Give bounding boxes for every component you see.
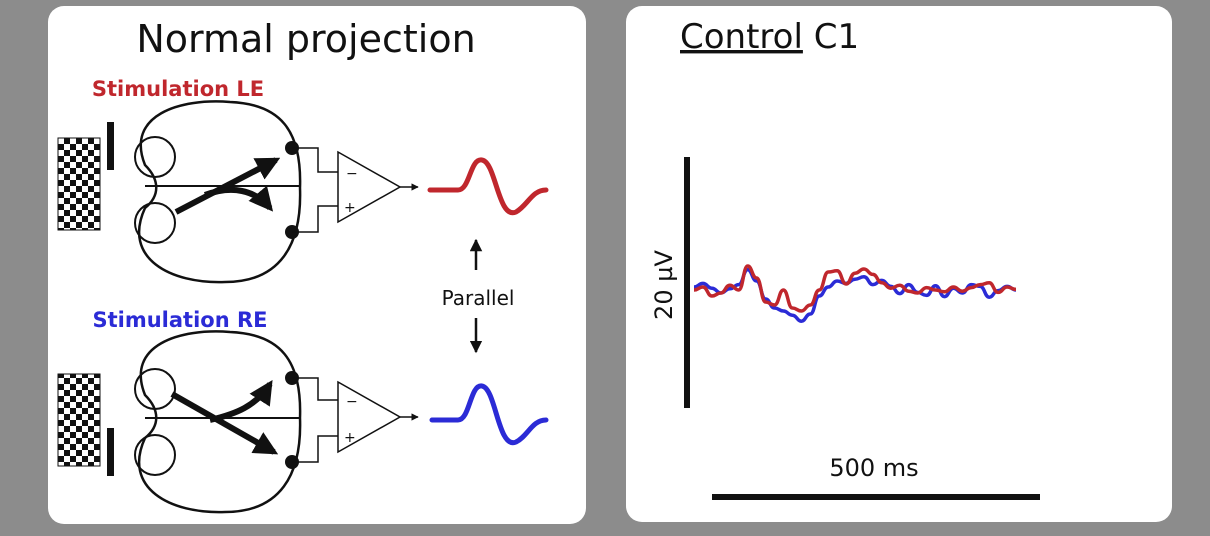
checkerboard-stimulus-le [57,137,101,231]
stimulation-re-label: Stimulation RE [92,308,267,332]
wire-bottom-re [292,435,338,463]
brain-outline-le [137,100,302,284]
waveform-le [427,157,549,216]
eye-right-re [134,434,176,476]
erp-traces [693,264,1017,323]
amp-minus-le: − [346,166,358,182]
eye-right-le [134,202,176,244]
brain-diagram-le: − + [57,100,549,284]
right-panel-title: Control C1 [680,17,859,57]
eye-left-le [134,136,176,178]
amp-plus-le: + [344,200,356,216]
amp-plus-re: + [344,430,356,446]
right-panel: Control C1 20 µV 500 ms [626,6,1172,522]
brain-outline-re [137,330,302,514]
projection-arrow-contra-le [174,157,281,215]
parallel-label: Parallel [442,286,515,310]
left-panel: Normal projection Stimulation LE Stimula… [48,6,586,524]
wire-top-le [292,147,338,173]
projection-arrow-ipsi-re [209,379,273,423]
waveform-re [429,383,549,445]
eye-occluder-re [107,428,114,476]
time-scale-label: 500 ms [829,454,918,482]
amplifier-re [337,380,402,454]
wire-top-re [292,377,338,401]
checkerboard-stimulus-re [57,373,101,467]
projection-arrow-contra-re [170,391,279,455]
left-panel-title: Normal projection [136,17,475,61]
amp-minus-re: − [346,394,358,410]
eye-occluder-le [107,122,114,170]
erp-trace-re [693,267,1017,323]
time-scale-bar [712,494,1040,500]
brain-diagram-re: − + [57,330,549,514]
right-panel-background [626,6,1172,522]
stimulation-le-label: Stimulation LE [92,77,264,101]
title-control-underlined: Control [680,17,803,57]
eye-left-re [134,368,176,410]
projection-arrow-ipsi-le [203,185,274,212]
wire-bottom-le [292,205,338,233]
voltage-scale-bar [684,157,690,408]
amplifier-le [337,150,402,224]
erp-trace-le [693,264,1017,313]
voltage-scale-label: 20 µV [650,249,678,319]
title-condition: C1 [803,17,859,57]
left-panel-background [48,6,586,524]
